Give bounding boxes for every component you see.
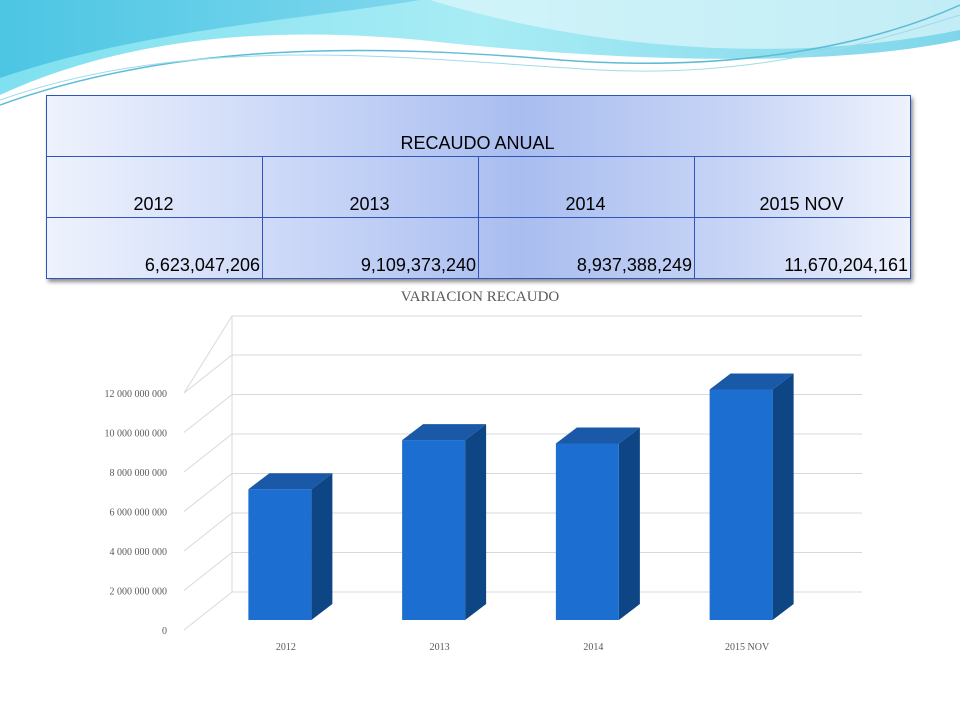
value-cell: 11,670,204,161 <box>694 217 911 279</box>
header-wave-decoration <box>0 0 960 106</box>
header-cell: 2015 NOV <box>694 156 911 218</box>
y-tick-label: 2 000 000 000 <box>110 587 168 598</box>
bar <box>555 443 619 620</box>
table-values-row: 6,623,047,206 9,109,373,240 8,937,388,24… <box>46 217 911 279</box>
bar-top <box>709 373 794 390</box>
y-tick-label: 8 000 000 000 <box>110 468 168 479</box>
table-header-row: 2012 2013 2014 2015 NOV <box>46 156 911 218</box>
bar-side <box>465 424 487 620</box>
bar-side <box>618 427 640 620</box>
y-tick-label: 4 000 000 000 <box>110 547 168 558</box>
bar <box>248 489 312 620</box>
x-tick-label: 2015 NOV <box>725 642 770 653</box>
bar <box>402 440 466 620</box>
value-cell: 8,937,388,249 <box>478 217 695 279</box>
x-tick-label: 2014 <box>583 642 603 653</box>
bar-top <box>402 424 487 441</box>
y-tick-label: 6 000 000 000 <box>110 508 168 519</box>
bar <box>709 389 773 620</box>
table-title: RECAUDO ANUAL <box>46 95 911 157</box>
bar-top <box>248 473 333 490</box>
recaudo-table: RECAUDO ANUAL 2012 2013 2014 2015 NOV 6,… <box>46 95 911 279</box>
bar-side <box>772 373 794 620</box>
y-tick-label: 0 <box>162 626 167 637</box>
x-tick-label: 2013 <box>430 642 450 653</box>
bar-top <box>555 427 640 444</box>
y-tick-label: 10 000 000 000 <box>105 429 168 440</box>
bar-side <box>311 473 333 620</box>
x-tick-label: 2012 <box>276 642 296 653</box>
chart-title: VARIACION RECAUDO <box>400 289 560 305</box>
y-tick-label: 12 000 000 000 <box>105 389 168 400</box>
value-cell: 9,109,373,240 <box>262 217 479 279</box>
table-title-row: RECAUDO ANUAL <box>46 95 911 157</box>
